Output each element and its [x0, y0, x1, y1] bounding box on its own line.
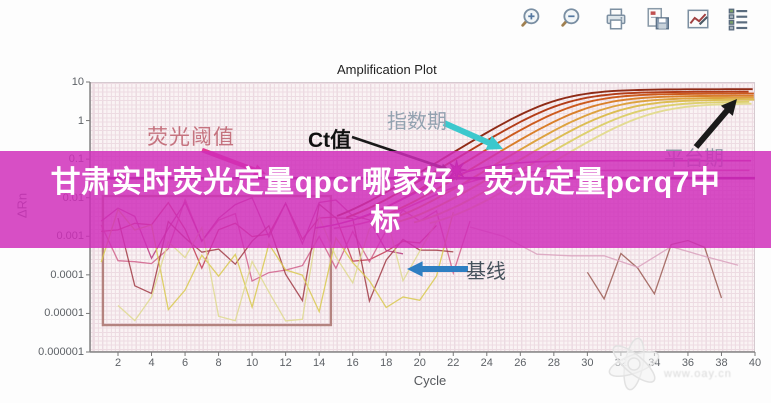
chart-title: Amplification Plot [337, 62, 437, 77]
x-tick-label: 40 [748, 357, 762, 369]
watermark-url: www.oay.cn [664, 368, 732, 380]
zoom-in-icon[interactable] [520, 6, 546, 32]
x-tick-label: 32 [614, 357, 628, 369]
y-tick-label: 10 [71, 76, 84, 88]
y-tick-label: 0.000001 [38, 345, 84, 358]
x-tick-label: 38 [715, 357, 728, 369]
ad-banner: 甘肃实时荧光定量qpcr哪家好，荧光定量pcrq7中 标 [0, 151, 771, 248]
x-tick-label: 36 [681, 357, 695, 369]
y-tick-label: 0.0001 [50, 268, 84, 281]
x-tick-label: 4 [148, 357, 155, 369]
x-tick-label: 24 [480, 357, 493, 369]
y-tick-label: 1 [77, 114, 84, 127]
x-tick-label: 6 [181, 357, 189, 369]
baseline-label: 基线 [466, 261, 506, 283]
x-tick-label: 30 [581, 357, 594, 369]
print-icon[interactable] [603, 6, 629, 32]
ct-value-label: Ct值 [308, 129, 352, 152]
banner-text-line1: 甘肃实时荧光定量qpcr哪家好，荧光定量pcrq7中 [50, 166, 721, 199]
x-tick-label: 22 [447, 357, 460, 369]
x-tick-label: 34 [648, 357, 661, 369]
exponential-phase-label: 指数期 [387, 111, 447, 133]
save-icon[interactable] [645, 6, 671, 32]
zoom-out-icon[interactable] [560, 6, 586, 32]
x-tick-label: 20 [413, 357, 426, 369]
x-axis-label: Cycle [413, 373, 447, 388]
x-tick-label: 16 [346, 357, 359, 369]
legend-icon[interactable] [725, 6, 751, 32]
x-tick-label: 8 [215, 357, 222, 369]
threshold-label: 荧光阈值 [147, 126, 235, 149]
toolbar [505, 2, 765, 36]
x-tick-label: 28 [547, 357, 560, 369]
x-tick-label: 2 [114, 357, 122, 369]
x-tick-label: 12 [279, 357, 292, 369]
x-tick-label: 10 [245, 357, 259, 369]
y-tick-label: 0.00001 [44, 307, 84, 320]
banner-text-line2: 标 [370, 204, 401, 237]
x-tick-label: 18 [380, 357, 393, 369]
chart-settings-icon[interactable] [685, 6, 711, 32]
x-tick-label: 14 [313, 357, 326, 369]
x-tick-label: 26 [514, 357, 527, 369]
